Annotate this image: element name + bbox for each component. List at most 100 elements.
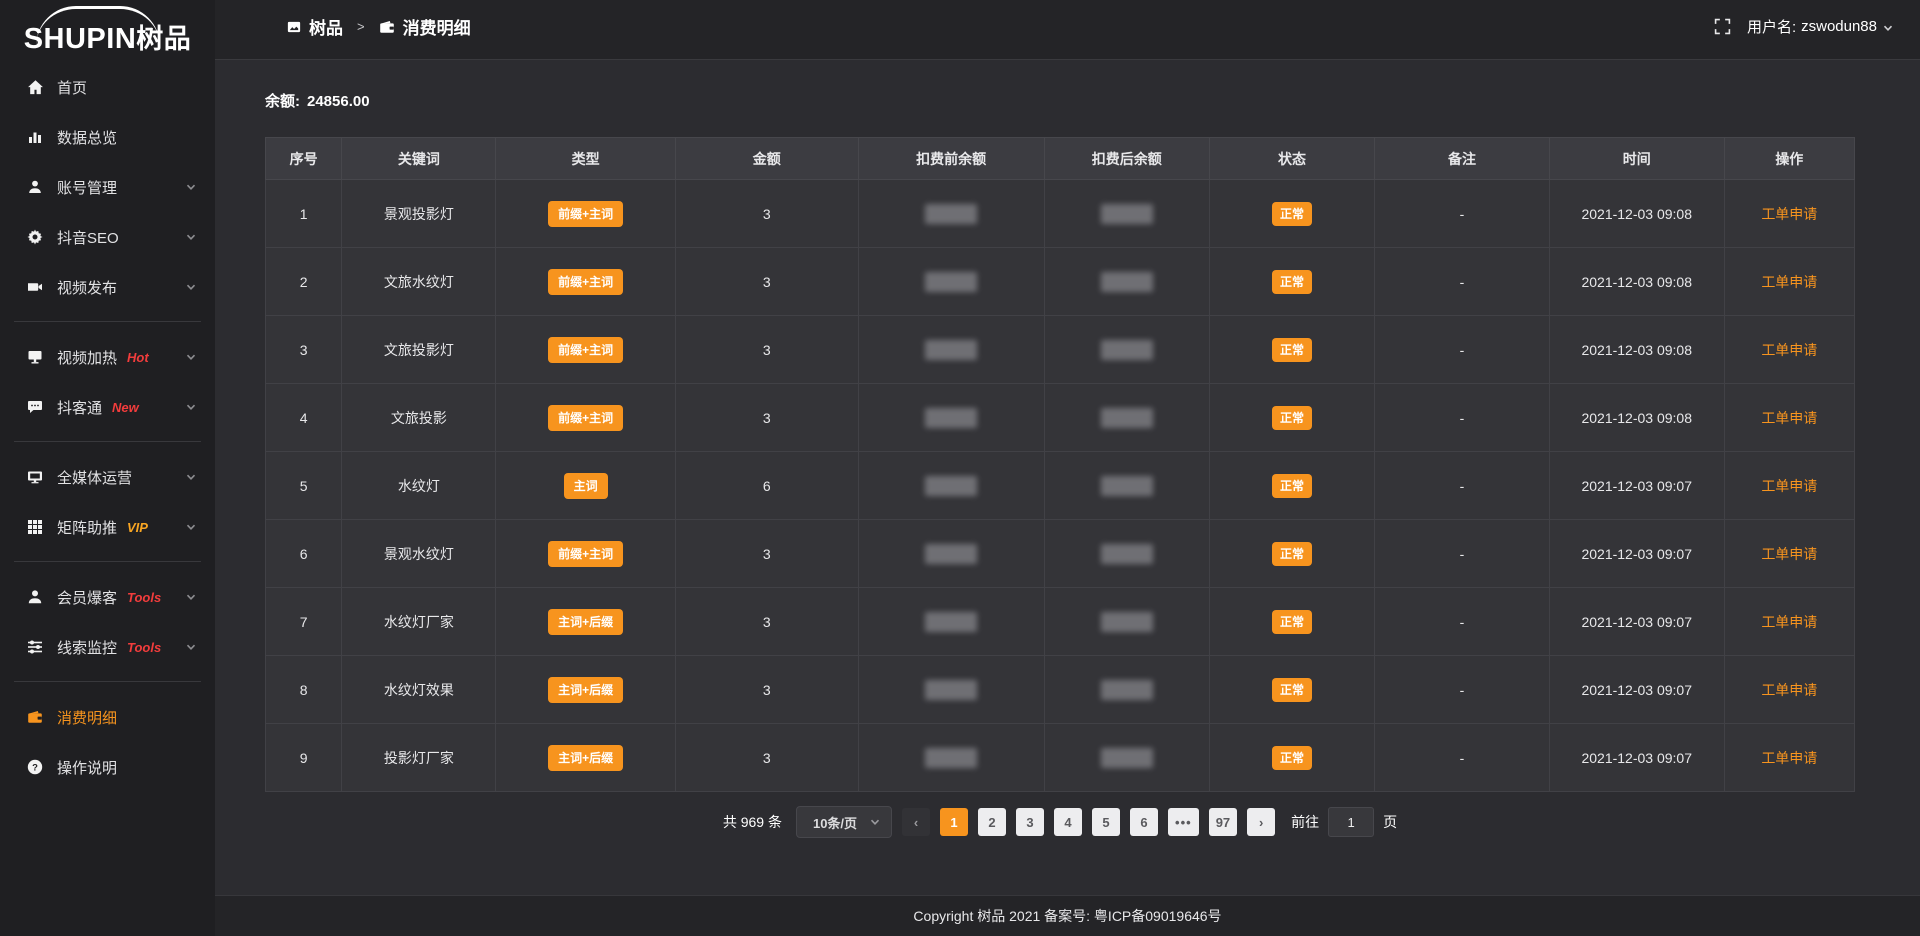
page-button[interactable]: 2 — [978, 808, 1007, 836]
balance-label: 余额: — [265, 93, 300, 110]
cell-type: 前缀+主词 — [495, 383, 676, 452]
sidebar-item-label: 全媒体运营 — [57, 469, 133, 487]
cell-index: 3 — [264, 315, 343, 384]
work-order-link[interactable]: 工单申请 — [1761, 273, 1818, 290]
cell-time: 2021-12-03 09:07 — [1548, 655, 1725, 724]
cell-remark: - — [1374, 655, 1550, 724]
cell-action: 工单申请 — [1723, 383, 1856, 452]
sidebar-item[interactable]: 账号管理 — [0, 162, 215, 212]
cell-time: 2021-12-03 09:07 — [1548, 587, 1725, 656]
page-button[interactable]: 97 — [1208, 808, 1238, 836]
sidebar-item[interactable]: 全媒体运营 — [0, 452, 215, 502]
cell-keyword: 水纹灯 — [341, 451, 497, 520]
work-order-link[interactable]: 工单申请 — [1761, 477, 1818, 494]
user-menu[interactable]: 用户名: zswodun88 — [1747, 16, 1894, 37]
chevron-down-icon — [185, 181, 197, 193]
svg-text:?: ? — [32, 762, 38, 773]
table-body: 1 景观投影灯 前缀+主词 3 正常 - 2021-12-03 09:08 工单… — [264, 179, 1856, 792]
cell-remark: - — [1374, 451, 1550, 520]
page-size-select[interactable]: 10条/页 — [795, 806, 893, 838]
sidebar-item[interactable]: 视频发布 — [0, 262, 215, 312]
menu-divider — [14, 441, 201, 442]
page-button-active[interactable]: 1 — [940, 808, 969, 836]
prev-page-button[interactable]: ‹ — [902, 808, 931, 836]
brand-logo[interactable]: SHUPIN树品 — [0, 0, 215, 62]
status-badge: 正常 — [1271, 473, 1312, 498]
sidebar-item[interactable]: 会员爆客 Tools — [0, 572, 215, 622]
sidebar-item-label: 抖音SEO — [57, 229, 119, 247]
logo-arc-decoration — [36, 6, 160, 46]
work-order-link[interactable]: 工单申请 — [1761, 545, 1818, 562]
consumption-table: 序号 关键词 类型 金额 扣费前余额 扣费后余额 状态 备注 时间 操作 1 景观投影灯 前缀+主… — [264, 137, 1856, 792]
sidebar-item-label: 首页 — [57, 79, 88, 97]
goto-unit: 页 — [1383, 814, 1398, 830]
cell-type: 主词+后缀 — [495, 587, 676, 656]
cell-index: 6 — [264, 519, 343, 588]
status-badge: 正常 — [1271, 269, 1312, 294]
type-badge: 前缀+主词 — [548, 268, 624, 295]
sidebar-item[interactable]: 消费明细 — [0, 692, 215, 742]
next-page-button[interactable]: › — [1247, 808, 1276, 836]
work-order-link[interactable]: 工单申请 — [1761, 205, 1818, 222]
cell-balance-after — [1043, 451, 1210, 520]
sidebar-item[interactable]: 首页 — [0, 62, 215, 112]
chevron-down-icon — [185, 591, 197, 603]
chevron-down-icon — [185, 231, 197, 243]
sliders-icon — [26, 638, 44, 656]
content-area: 余额: 24856.00 序号 关键词 类型 金额 扣费前余额 扣费后余额 状态 备注 时间 操作 … — [215, 60, 1920, 895]
cell-keyword: 文旅投影灯 — [341, 315, 497, 384]
cell-status: 正常 — [1208, 247, 1376, 316]
sidebar-item[interactable]: 线索监控 Tools — [0, 622, 215, 672]
page-button[interactable]: 5 — [1092, 808, 1121, 836]
table-header: 序号 关键词 类型 金额 扣费前余额 扣费后余额 状态 备注 时间 操作 — [264, 137, 1856, 180]
chevron-down-icon — [185, 471, 197, 483]
sidebar-item[interactable]: ? 操作说明 — [0, 742, 215, 792]
masked-balance-after — [1100, 679, 1153, 700]
cell-time: 2021-12-03 09:08 — [1548, 383, 1725, 452]
type-badge: 前缀+主词 — [548, 336, 624, 363]
work-order-link[interactable]: 工单申请 — [1761, 749, 1818, 766]
column-header: 扣费后余额 — [1043, 137, 1210, 180]
fullscreen-icon[interactable] — [1714, 18, 1731, 35]
breadcrumb-home[interactable]: 树品 — [287, 14, 343, 39]
page-size-value: 10条/页 — [812, 815, 858, 831]
cell-balance-after — [1043, 247, 1210, 316]
sidebar-item[interactable]: 视频加热 Hot — [0, 332, 215, 382]
page-button[interactable]: 4 — [1054, 808, 1083, 836]
goto-page-input[interactable] — [1328, 807, 1375, 837]
sidebar-item-label: 账号管理 — [57, 179, 118, 197]
cell-index: 7 — [264, 587, 343, 656]
page-button[interactable]: 6 — [1130, 808, 1159, 836]
cell-status: 正常 — [1208, 383, 1376, 452]
sidebar-item-label: 视频发布 — [57, 279, 118, 297]
sidebar-item[interactable]: 矩阵助推 VIP — [0, 502, 215, 552]
sidebar-item[interactable]: 数据总览 — [0, 112, 215, 162]
sidebar-item-label: 数据总览 — [57, 129, 118, 147]
cell-status: 正常 — [1208, 519, 1376, 588]
sidebar-item[interactable]: 抖音SEO — [0, 212, 215, 262]
table-row: 4 文旅投影 前缀+主词 3 正常 - 2021-12-03 09:08 工单申… — [264, 383, 1856, 452]
type-badge: 主词+后缀 — [548, 608, 624, 635]
type-badge: 主词 — [563, 472, 608, 499]
balance: 余额: 24856.00 — [265, 90, 1855, 111]
topbar: 树品 > 消费明细 用户名: zswodun88 — [215, 0, 1920, 60]
work-order-link[interactable]: 工单申请 — [1761, 409, 1818, 426]
cell-type: 前缀+主词 — [495, 247, 676, 316]
type-badge: 前缀+主词 — [548, 540, 624, 567]
cell-index: 2 — [264, 247, 343, 316]
more-pages-button[interactable]: ••• — [1168, 808, 1199, 836]
screen-play-icon — [26, 348, 44, 366]
work-order-link[interactable]: 工单申请 — [1761, 681, 1818, 698]
page-button[interactable]: 3 — [1016, 808, 1045, 836]
cell-remark: - — [1374, 315, 1550, 384]
pagination-total: 共 969 条 — [722, 814, 782, 830]
cell-amount: 6 — [674, 451, 859, 520]
work-order-link[interactable]: 工单申请 — [1761, 613, 1818, 630]
sidebar-item-label: 消费明细 — [57, 709, 118, 727]
sidebar-item[interactable]: 抖客通 New — [0, 382, 215, 432]
sidebar: SHUPIN树品 首页 数据总览 账号管理 抖音SEO 视频发布 视频加热 Ho… — [0, 0, 215, 936]
breadcrumb-home-label: 树品 — [309, 19, 343, 38]
work-order-link[interactable]: 工单申请 — [1761, 341, 1818, 358]
